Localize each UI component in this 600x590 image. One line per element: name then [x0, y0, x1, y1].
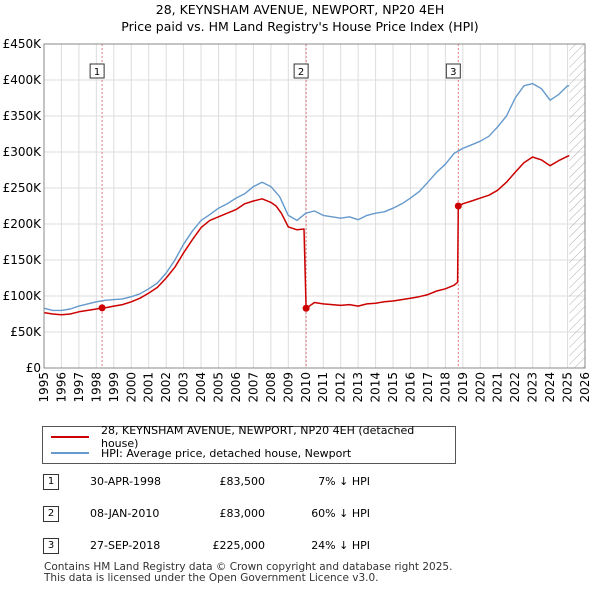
y-tick-label: £450K — [3, 37, 43, 51]
chart-legend: 28, KEYNSHAM AVENUE, NEWPORT, NP20 4EH (… — [42, 424, 456, 464]
sale-hpi-diff: 7% ↓ HPI — [318, 475, 370, 488]
x-tick-label: 2002 — [159, 372, 173, 403]
x-tick-label: 2014 — [369, 372, 383, 403]
x-tick-label: 2001 — [142, 372, 156, 403]
sale-point — [454, 202, 462, 210]
x-tick-label: 2000 — [124, 372, 138, 403]
footer-copyright: Contains HM Land Registry data © Crown c… — [44, 561, 453, 573]
sale-number-label: 2 — [298, 67, 304, 78]
chart-title-address: 28, KEYNSHAM AVENUE, NEWPORT, NP20 4EH — [155, 2, 445, 17]
legend-label-price: 28, KEYNSHAM AVENUE, NEWPORT, NP20 4EH (… — [100, 424, 415, 450]
sale-number-badge: 1 — [43, 474, 59, 490]
x-tick-label: 2008 — [264, 372, 278, 403]
x-tick-label: 2012 — [334, 372, 348, 403]
sale-date: 27-SEP-2018 — [90, 539, 161, 552]
x-tick-label: 2003 — [177, 372, 191, 403]
sale-date: 08-JAN-2010 — [90, 507, 160, 520]
x-tick-label: 2015 — [386, 372, 400, 403]
sale-row: 1 30-APR-1998 £83,500 7% ↓ HPI — [0, 472, 600, 492]
sale-number-box — [293, 63, 309, 79]
hpi-line — [43, 82, 570, 312]
legend-swatch-hpi — [51, 452, 89, 454]
forecast-hatch — [569, 44, 585, 368]
sale-point — [98, 304, 106, 312]
x-tick-label: 2010 — [299, 372, 313, 403]
sale-row: 2 08-JAN-2010 £83,000 60% ↓ HPI — [0, 504, 600, 524]
sale-number-label: 3 — [450, 67, 456, 78]
sale-number-box — [445, 63, 461, 79]
y-tick-label: £150K — [3, 253, 43, 267]
x-tick-label: 2009 — [281, 372, 295, 403]
x-tick-label: 1999 — [107, 372, 121, 403]
y-tick-label: £50K — [10, 325, 42, 339]
x-tick-label: 2024 — [543, 372, 557, 403]
x-tick-label: 2018 — [438, 372, 452, 403]
footer-attribution: Contains HM Land Registry data © Crown c… — [44, 562, 452, 584]
sale-date: 30-APR-1998 — [90, 475, 162, 488]
y-tick-label: £250K — [3, 181, 43, 195]
legend-item-hpi: HPI: Average price, detached house, Newp… — [51, 446, 351, 460]
x-tick-label: 2022 — [508, 372, 522, 403]
sale-point — [302, 304, 310, 312]
y-tick-label: £350K — [3, 109, 43, 123]
legend-swatch-price — [51, 436, 89, 438]
x-tick-label: 2019 — [456, 372, 470, 403]
sale-price: £225,000 — [212, 539, 266, 552]
x-tick-label: 2017 — [421, 372, 435, 403]
plot-frame — [43, 43, 586, 369]
sale-hpi-diff: 60% ↓ HPI — [311, 507, 370, 520]
legend-item-price: 28, KEYNSHAM AVENUE, NEWPORT, NP20 4EH (… — [51, 424, 455, 450]
chart-title-subtitle: Price paid vs. HM Land Registry's House … — [121, 19, 479, 34]
x-tick-label: 2021 — [491, 372, 505, 403]
y-tick-label: £200K — [3, 217, 43, 231]
x-tick-label: 2023 — [526, 372, 540, 403]
legend-label-hpi: HPI: Average price, detached house, Newp… — [101, 446, 352, 460]
sale-number-badge: 3 — [43, 538, 59, 554]
x-tick-label: 2020 — [473, 372, 487, 403]
sale-number-label: 1 — [94, 67, 100, 78]
x-tick-label: 2011 — [316, 372, 330, 403]
price-chart: 1 2 3 £0 £50K £100K £150K £200K £250K £300K £350K… — [3, 37, 592, 403]
sale-price: £83,500 — [219, 475, 266, 488]
x-tick-label: 2005 — [212, 372, 226, 403]
x-tick-label: 1996 — [54, 372, 68, 403]
y-tick-label: £300K — [3, 145, 43, 159]
y-tick-label: £0 — [26, 361, 41, 375]
sale-hpi-diff: 24% ↓ HPI — [311, 539, 370, 552]
x-tick-label: 2026 — [578, 372, 592, 403]
x-tick-label: 2013 — [351, 372, 365, 403]
x-tick-label: 2006 — [229, 372, 243, 403]
sale-number-badge: 2 — [43, 506, 59, 522]
footer-licence: This data is licensed under the Open Gov… — [44, 572, 379, 584]
x-tick-label: 2016 — [403, 372, 417, 403]
x-tick-label: 1997 — [72, 372, 86, 403]
y-tick-label: £400K — [3, 73, 43, 87]
x-tick-label: 2007 — [246, 372, 260, 403]
x-tick-label: 1998 — [89, 372, 103, 403]
x-tick-label: 2004 — [194, 372, 208, 403]
x-tick-label: 1995 — [37, 372, 51, 403]
y-tick-label: £100K — [3, 289, 43, 303]
sale-row: 3 27-SEP-2018 £225,000 24% ↓ HPI — [0, 536, 600, 556]
x-tick-label: 2025 — [561, 372, 575, 403]
sale-number-box — [89, 63, 105, 79]
plot-area — [44, 44, 585, 368]
sale-price: £83,000 — [219, 507, 266, 520]
